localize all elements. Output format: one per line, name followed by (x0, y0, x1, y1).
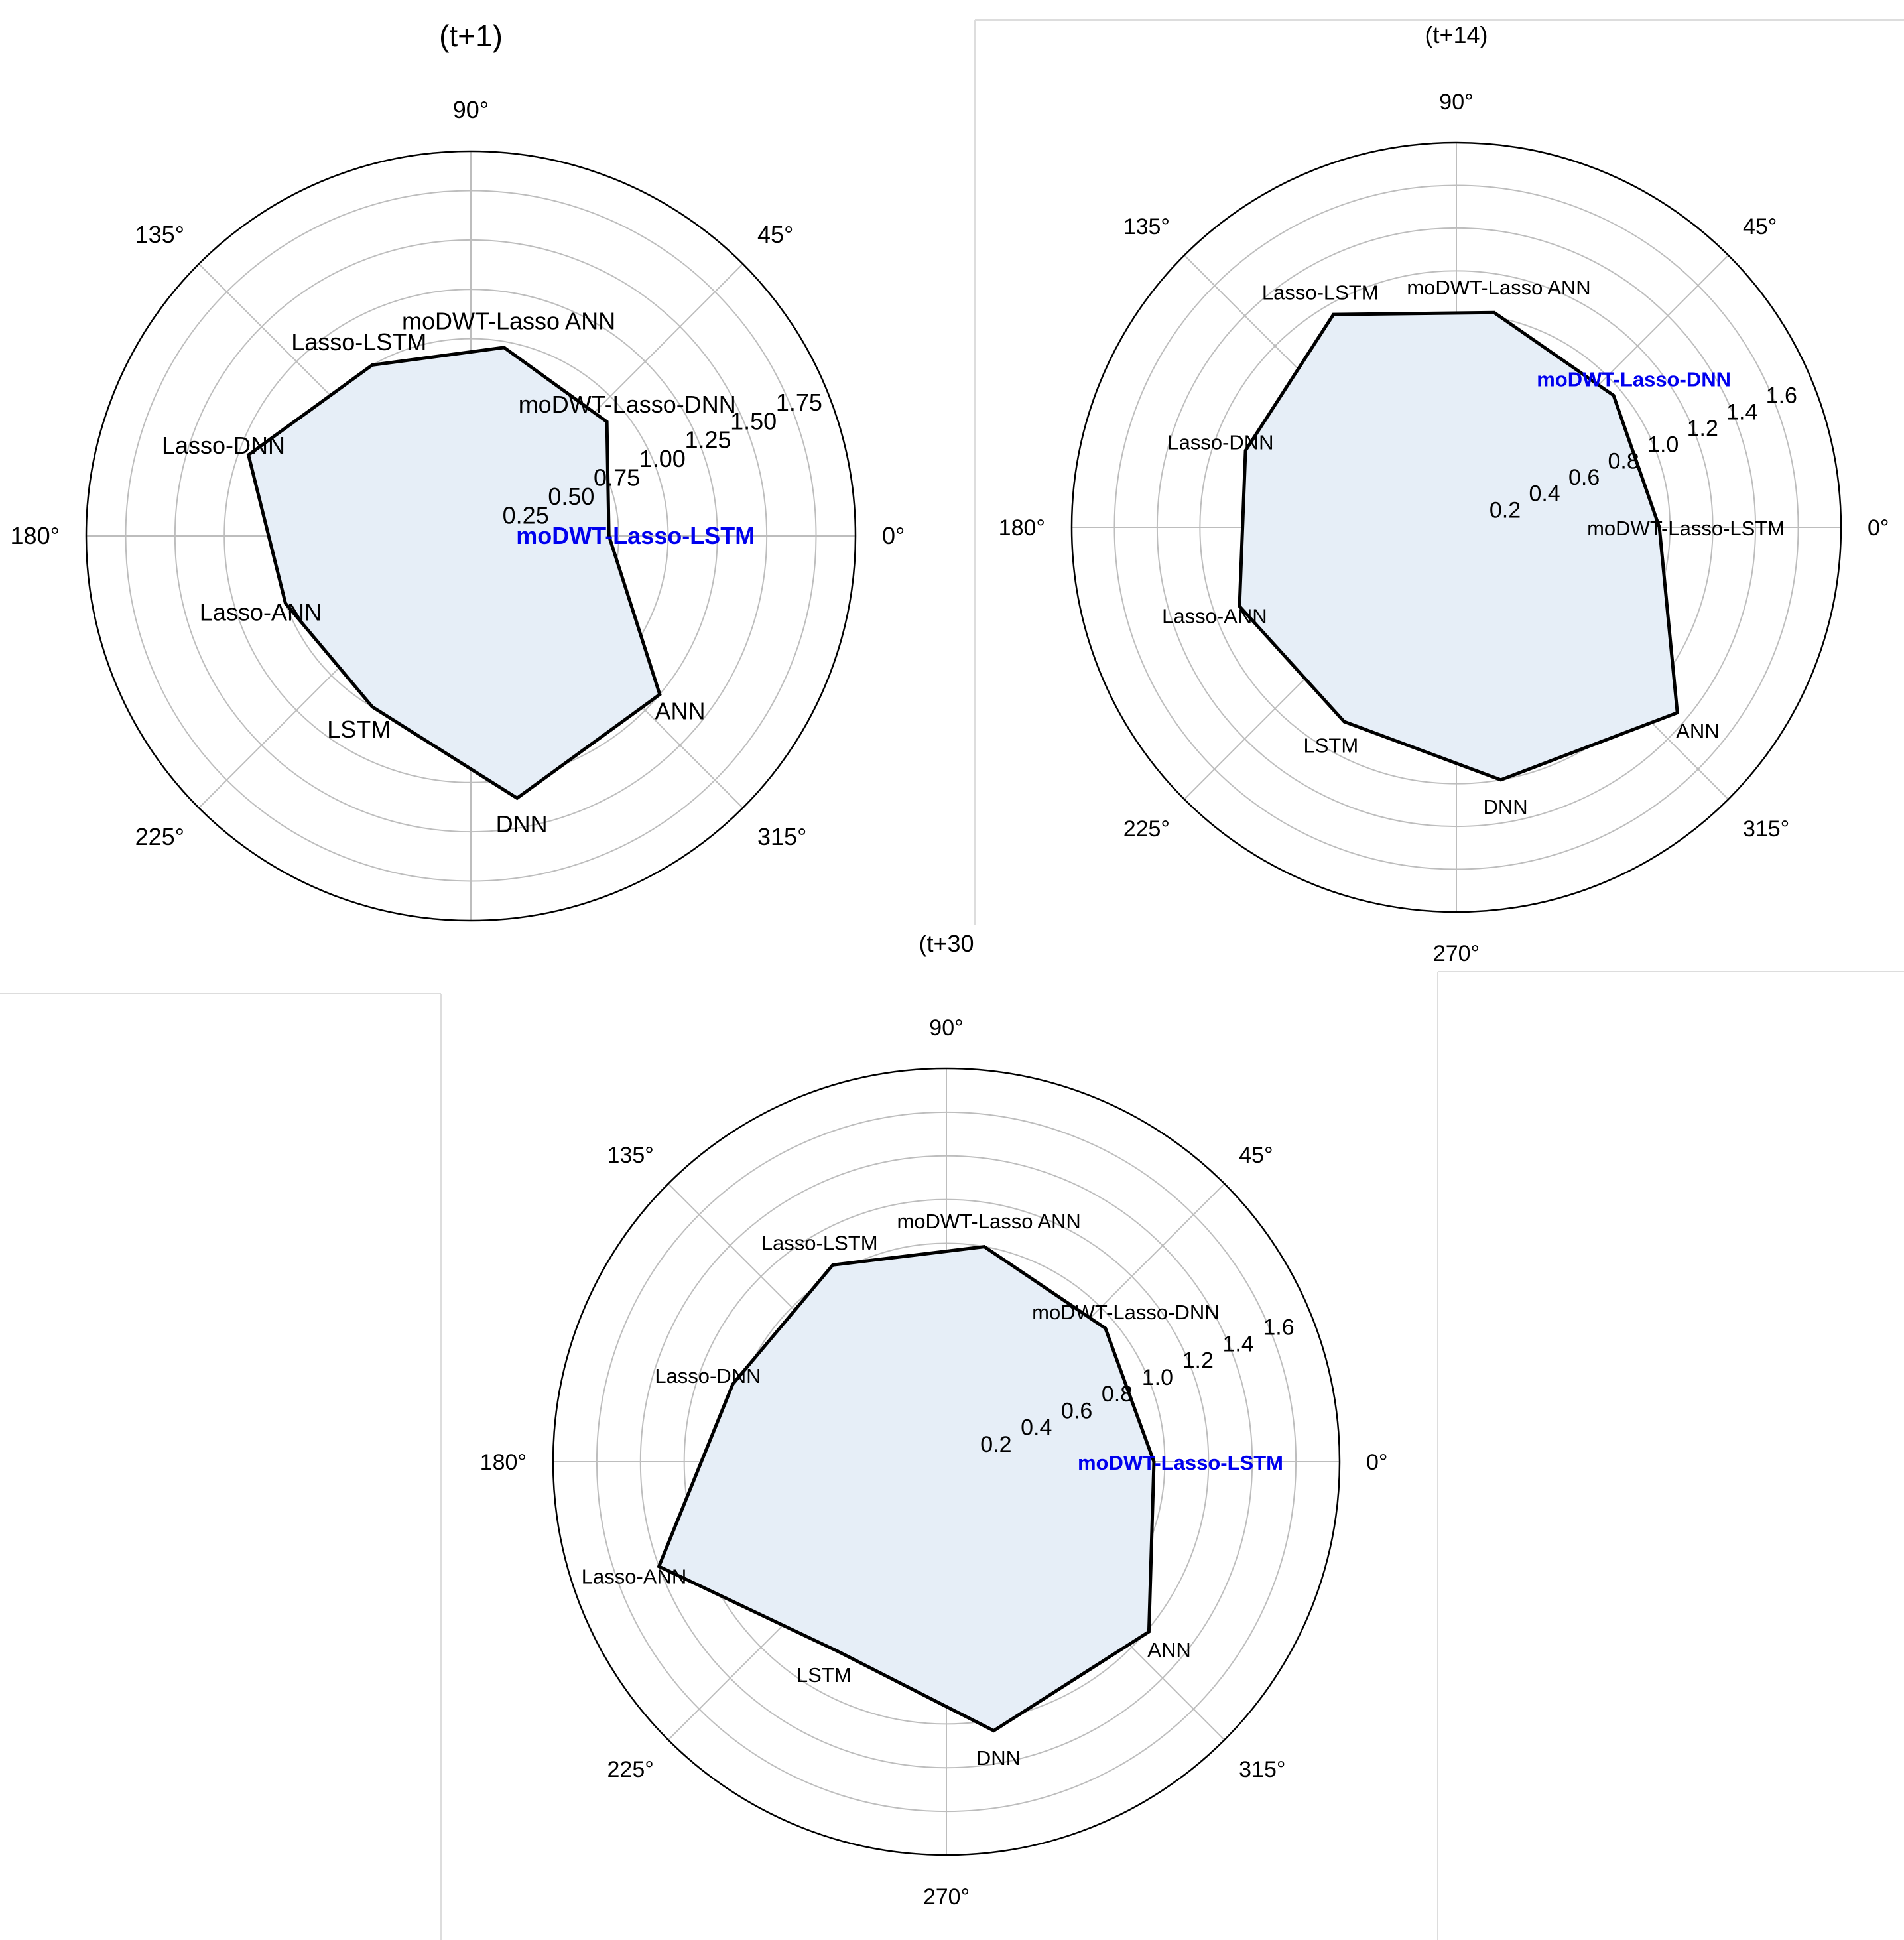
radial-tick-label: 1.4 (1726, 399, 1757, 424)
angle-tick-label: 0° (1868, 515, 1889, 541)
angle-tick-label: 90° (453, 96, 489, 123)
radial-tick-label: 0.4 (1021, 1415, 1052, 1441)
radial-tick-label: 0.50 (548, 483, 594, 510)
radial-tick-label: 0.2 (980, 1432, 1011, 1457)
category-label: DNN (1484, 795, 1528, 818)
angle-tick-label: 270° (1433, 941, 1480, 966)
radial-tick-label: 1.75 (776, 389, 822, 416)
angle-tick-label: 225° (1123, 816, 1170, 842)
angle-tick-label: 135° (135, 221, 184, 248)
category-label: DNN (496, 810, 548, 838)
radial-tick-label: 0.25 (503, 502, 549, 529)
series-polygon (1238, 310, 1679, 782)
angle-tick-label: 45° (757, 221, 793, 248)
series-polygon (246, 346, 662, 801)
radial-tick-label: 1.2 (1182, 1348, 1214, 1374)
radial-tick-label: 1.00 (639, 445, 686, 472)
polar-frame (1070, 141, 1842, 913)
category-label: moDWT-Lasso ANN (402, 307, 615, 334)
radial-tick-label: 0.2 (1490, 497, 1521, 523)
angle-tick-label: 315° (1239, 1757, 1285, 1782)
radial-tick-label: 1.25 (684, 426, 731, 454)
angle-tick-label: 45° (1239, 1143, 1273, 1168)
category-label: DNN (976, 1746, 1021, 1770)
chart-title: (t+14) (1425, 21, 1488, 48)
series-polygon (657, 1245, 1156, 1733)
angle-tick-label: 225° (607, 1757, 654, 1782)
radial-tick-label: 0.8 (1102, 1382, 1133, 1407)
angle-tick-label: 135° (607, 1143, 654, 1168)
category-label: Lasso-ANN (200, 598, 322, 625)
angle-tick-label: 270° (923, 1884, 970, 1909)
category-label: moDWT-Lasso-LSTM (1587, 517, 1785, 540)
radar-chart-t30: (t+30 0.2 0.4 0.6 0.8 1.0 1.2 1.4 1.6 0° 45° 90° 135… (480, 930, 1388, 1909)
angle-tick-label: 180° (480, 1450, 527, 1475)
angle-tick-label: 90° (1439, 90, 1473, 115)
radial-tick-label: 1.0 (1142, 1365, 1173, 1390)
angle-tick-label: 0° (882, 522, 905, 549)
radial-tick-label: 0.75 (594, 464, 640, 491)
category-label-highlight: moDWT-Lasso-LSTM (516, 522, 755, 549)
radar-chart-t14: (t+14) 0.2 0.4 0.6 0.8 1.0 1.2 1.4 1.6 0° 45° 90° 13… (999, 21, 1889, 966)
category-label: Lasso-ANN (582, 1565, 687, 1588)
category-label: moDWT-Lasso ANN (897, 1210, 1080, 1233)
radial-tick-label: 0.4 (1529, 482, 1560, 507)
radial-tick-label: 1.6 (1766, 383, 1797, 409)
category-label: moDWT-Lasso-DNN (519, 391, 736, 418)
chart-title: (t+30 (919, 930, 974, 957)
category-label-highlight: moDWT-Lasso-LSTM (1078, 1451, 1283, 1474)
category-label: LSTM (796, 1663, 852, 1687)
category-label: Lasso-DNN (1167, 431, 1273, 454)
category-label: Lasso-LSTM (291, 328, 426, 356)
category-label-highlight: moDWT-Lasso-DNN (1537, 367, 1731, 391)
category-label: LSTM (327, 716, 391, 743)
angle-tick-label: 225° (135, 823, 184, 850)
category-label: Lasso-DNN (655, 1364, 761, 1388)
angle-tick-label: 0° (1366, 1450, 1388, 1475)
angle-tick-label: 315° (757, 823, 806, 850)
radial-tick-label: 1.6 (1263, 1315, 1294, 1340)
polar-frame (85, 150, 857, 922)
category-label: ANN (655, 698, 705, 725)
radial-tick-label: 0.6 (1061, 1398, 1092, 1423)
category-label: Lasso-ANN (1162, 605, 1267, 628)
category-label: ANN (1676, 719, 1719, 742)
radial-tick-label: 1.50 (730, 407, 777, 434)
category-label: Lasso-DNN (162, 432, 285, 459)
angle-tick-label: 180° (999, 515, 1045, 541)
angle-tick-label: 180° (11, 522, 60, 549)
radial-tick-label: 1.0 (1647, 432, 1679, 458)
chart-title: (t+1) (439, 19, 503, 53)
category-label: Lasso-LSTM (761, 1232, 878, 1255)
category-label: moDWT-Lasso-DNN (1032, 1301, 1219, 1324)
angle-tick-label: 135° (1123, 214, 1170, 239)
polar-frame (552, 1067, 1341, 1856)
category-label: moDWT-Lasso ANN (1407, 276, 1590, 299)
angle-tick-label: 45° (1743, 214, 1777, 239)
category-label: Lasso-LSTM (1262, 281, 1379, 304)
angle-tick-label: 315° (1743, 816, 1789, 842)
radial-tick-label: 1.4 (1222, 1331, 1253, 1356)
radial-tick-label: 0.6 (1568, 465, 1600, 490)
category-label: LSTM (1303, 734, 1358, 757)
radial-tick-label: 1.2 (1687, 416, 1718, 441)
angle-tick-label: 90° (929, 1015, 963, 1041)
category-label: ANN (1147, 1638, 1190, 1661)
radar-chart-t1: (t+1) 0.250.500.751.001.251.501.75 0° 45° 90… (11, 19, 905, 922)
radial-tick-label: 0.8 (1608, 448, 1639, 474)
